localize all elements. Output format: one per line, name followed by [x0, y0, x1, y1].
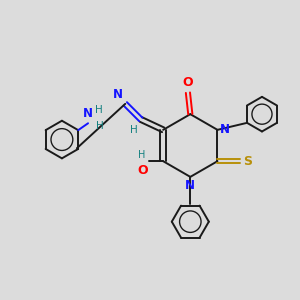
Text: N: N — [185, 179, 195, 192]
Text: N: N — [83, 107, 93, 120]
Text: N: N — [220, 123, 230, 136]
Text: H: H — [96, 122, 104, 131]
Text: H: H — [138, 150, 146, 160]
Text: H: H — [130, 125, 138, 135]
Text: H: H — [95, 105, 103, 115]
Text: S: S — [243, 155, 252, 168]
Text: N: N — [113, 88, 123, 101]
Text: O: O — [183, 76, 193, 89]
Text: O: O — [137, 164, 148, 177]
